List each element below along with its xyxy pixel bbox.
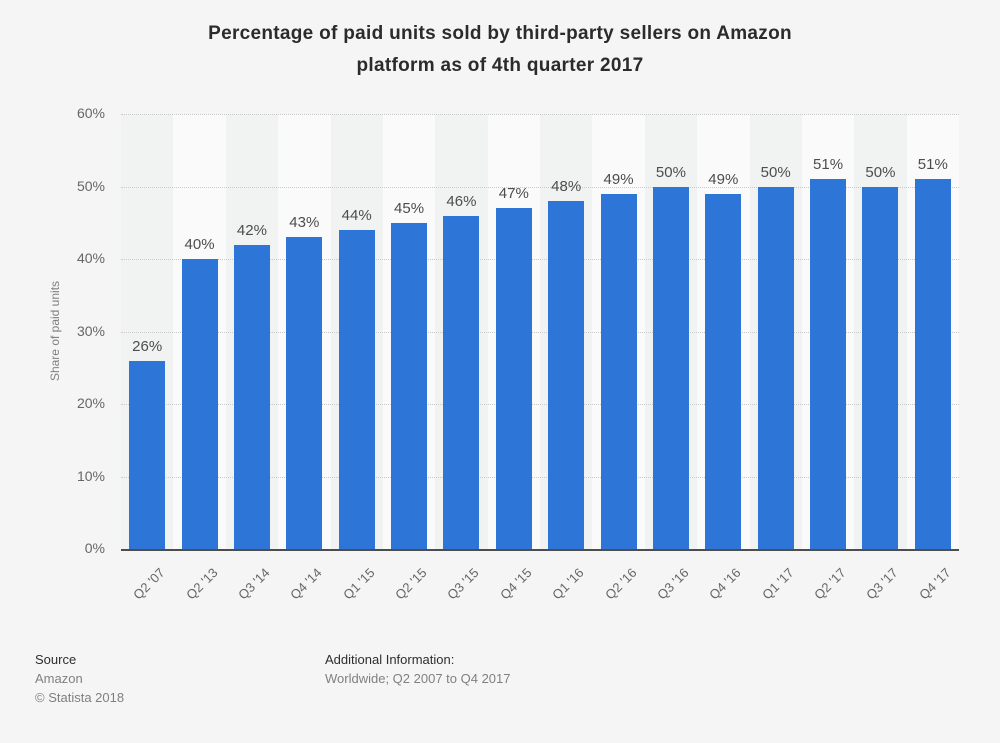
y-tick-label: 60% bbox=[76, 105, 105, 121]
bar-Q4 '16[interactable] bbox=[705, 193, 742, 549]
gridline-60 bbox=[121, 114, 959, 115]
y-tick-label: 20% bbox=[76, 395, 105, 411]
x-tick-label: Q3 '16 bbox=[654, 565, 692, 603]
y-tick-label: 0% bbox=[84, 540, 105, 556]
source-value[interactable]: Amazon bbox=[35, 671, 83, 686]
x-tick-label: Q4 '16 bbox=[706, 565, 744, 603]
bar-Q4 '15[interactable] bbox=[495, 208, 532, 549]
bar-Q3 '14[interactable] bbox=[233, 244, 270, 549]
bar-value-label: 47% bbox=[498, 185, 529, 203]
bar-Q2 '07[interactable] bbox=[129, 360, 166, 549]
bar-Q2 '13[interactable] bbox=[181, 259, 218, 549]
gridline-30 bbox=[121, 331, 959, 333]
bar-value-label: 46% bbox=[446, 192, 477, 210]
bar-Q3 '15[interactable] bbox=[443, 215, 480, 549]
bar-value-label: 51% bbox=[813, 156, 844, 174]
bar-value-label: 48% bbox=[551, 178, 582, 195]
bar-value-label: 50% bbox=[655, 163, 686, 181]
bar-Q4 '17[interactable] bbox=[914, 179, 951, 549]
x-tick-label: Q1 '15 bbox=[339, 565, 378, 603]
bar-Q4 '14[interactable] bbox=[286, 237, 323, 549]
gridline-40 bbox=[121, 259, 959, 260]
x-tick-label: Q4 '17 bbox=[916, 565, 954, 603]
y-tick-label: 50% bbox=[76, 177, 105, 194]
source-block: Source Amazon © Statista 2018 bbox=[35, 650, 124, 707]
x-tick-label: Q4 '14 bbox=[287, 565, 325, 603]
bar-Q2 '17[interactable] bbox=[810, 179, 847, 549]
bar-Q1 '15[interactable] bbox=[338, 230, 375, 549]
x-tick-label: Q2 '16 bbox=[601, 565, 640, 603]
bar-Q3 '16[interactable] bbox=[652, 186, 689, 549]
gridline-20 bbox=[121, 404, 959, 405]
x-tick-label: Q1 '17 bbox=[758, 565, 797, 603]
bar-value-label: 44% bbox=[341, 207, 372, 224]
bar-value-label: 45% bbox=[394, 199, 425, 217]
bar-value-label: 49% bbox=[603, 170, 634, 188]
x-tick-label: Q2 '07 bbox=[130, 565, 168, 603]
bar-value-label: 51% bbox=[917, 156, 948, 174]
y-tick-label: 30% bbox=[76, 322, 105, 339]
gridline-10 bbox=[121, 476, 959, 478]
bar-value-label: 40% bbox=[184, 236, 215, 253]
bar-value-label: 49% bbox=[708, 170, 739, 188]
bar-value-label: 50% bbox=[760, 163, 791, 181]
x-tick-label: Q2 '17 bbox=[811, 565, 849, 603]
copyright-notice: © Statista 2018 bbox=[35, 690, 125, 705]
x-tick-label: Q1 '16 bbox=[549, 565, 587, 603]
x-tick-label: Q3 '15 bbox=[444, 565, 483, 603]
bar-value-label: 42% bbox=[236, 221, 267, 239]
bar-Q2 '16[interactable] bbox=[600, 193, 637, 549]
x-axis-line bbox=[121, 549, 959, 551]
y-axis-tick-labels: 0% 10% 20% 30% 40% 50% 60% bbox=[0, 105, 105, 556]
bar-value-label: 50% bbox=[865, 163, 896, 181]
plot-area: 26% 40% 42% 43% 44% 45% 46% 47% 48% 49% 50% 49% 50% 5… bbox=[121, 114, 959, 549]
x-tick-label: Q3 '14 bbox=[235, 565, 273, 603]
chart-title: Percentage of paid units sold by third-p… bbox=[208, 23, 792, 76]
y-tick-label: 40% bbox=[76, 250, 105, 266]
bar-Q1 '16[interactable] bbox=[548, 201, 585, 549]
x-tick-label: Q2 '13 bbox=[182, 565, 221, 603]
additional-info-label: Additional Information: bbox=[325, 652, 455, 667]
bar-Q3 '17[interactable] bbox=[862, 186, 899, 549]
x-tick-label: Q3 '17 bbox=[863, 565, 902, 603]
additional-info-value: Worldwide; Q2 2007 to Q4 2017 bbox=[325, 671, 511, 686]
y-tick-label: 10% bbox=[76, 467, 105, 484]
x-tick-label: Q4 '15 bbox=[497, 565, 535, 603]
x-tick-label: Q2 '15 bbox=[392, 565, 430, 603]
bar-Q2 '15[interactable] bbox=[391, 222, 428, 549]
bar-value-label: 26% bbox=[132, 337, 163, 355]
source-label: Source bbox=[35, 652, 77, 667]
bar-value-label: 43% bbox=[289, 214, 320, 232]
x-axis-tick-labels: Q2 '07 Q2 '13 Q3 '14 Q4 '14 Q1 '15 Q2 '15 Q3 '… bbox=[121, 551, 959, 621]
gridline-50 bbox=[121, 186, 959, 188]
additional-info-block: Additional Information: Worldwide; Q2 20… bbox=[325, 650, 511, 688]
bar-Q1 '17[interactable] bbox=[757, 186, 794, 549]
